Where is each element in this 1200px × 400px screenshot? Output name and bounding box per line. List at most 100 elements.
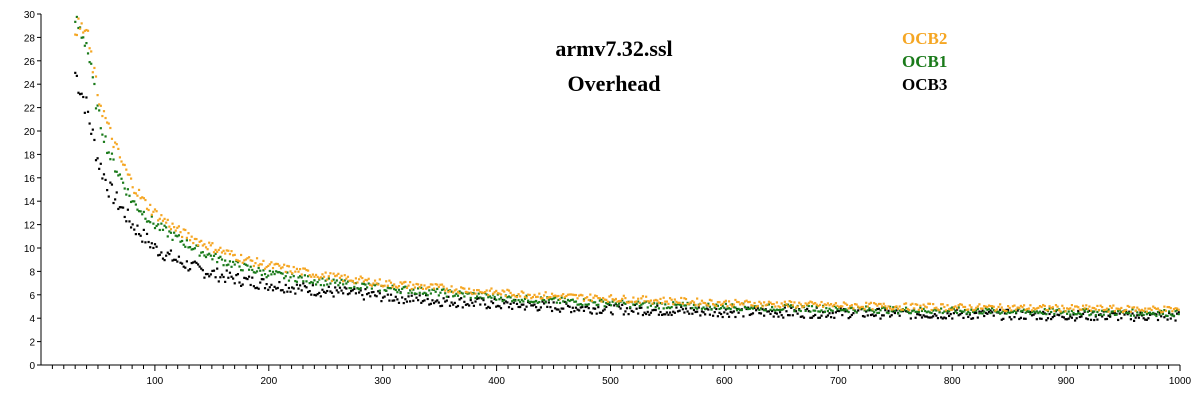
scatter-point	[785, 310, 788, 313]
scatter-point	[850, 304, 853, 307]
scatter-point	[1035, 310, 1038, 313]
scatter-point	[1048, 312, 1051, 316]
scatter-point	[214, 276, 217, 279]
scatter-point	[145, 232, 149, 236]
scatter-point	[584, 305, 587, 309]
scatter-point	[562, 293, 565, 296]
scatter-point	[421, 300, 424, 303]
scatter-point	[1156, 307, 1160, 310]
scatter-point	[748, 313, 751, 317]
scatter-point	[329, 272, 332, 275]
scatter-point	[161, 257, 165, 260]
scatter-point	[700, 307, 704, 310]
scatter-point	[756, 304, 759, 308]
scatter-point	[426, 294, 429, 297]
scatter-point	[1115, 307, 1118, 310]
scatter-point	[359, 289, 362, 292]
scatter-point	[150, 215, 153, 218]
series-ocb2	[74, 17, 1180, 314]
scatter-point	[726, 305, 729, 308]
scatter-point	[656, 302, 659, 305]
scatter-point	[136, 208, 139, 211]
scatter-point	[855, 303, 858, 306]
scatter-point	[365, 286, 369, 289]
scatter-point	[702, 301, 705, 304]
scatter-point	[476, 297, 479, 300]
scatter-point	[633, 300, 637, 304]
scatter-point	[675, 306, 678, 309]
x-tick-label: 300	[374, 376, 391, 387]
scatter-point	[107, 122, 110, 125]
scatter-point	[815, 303, 818, 306]
scatter-point	[912, 307, 916, 310]
scatter-point	[482, 299, 485, 302]
scatter-point	[665, 311, 668, 314]
scatter-point	[236, 259, 240, 262]
y-tick-label: 4	[29, 314, 35, 325]
scatter-point	[625, 307, 629, 310]
scatter-point	[694, 310, 697, 314]
scatter-point	[1171, 310, 1174, 313]
scatter-point	[879, 309, 882, 312]
scatter-point	[1066, 312, 1069, 315]
scatter-point	[295, 267, 299, 270]
scatter-point	[745, 306, 748, 310]
scatter-point	[232, 277, 235, 280]
scatter-point	[1080, 308, 1083, 311]
scatter-point	[662, 307, 665, 310]
scatter-point	[895, 305, 898, 308]
scatter-point	[417, 283, 420, 286]
scatter-point	[206, 253, 209, 256]
scatter-point	[82, 36, 85, 39]
scatter-point	[129, 200, 133, 204]
scatter-point	[772, 315, 775, 318]
scatter-point	[219, 246, 222, 249]
scatter-point	[507, 289, 511, 292]
scatter-point	[373, 294, 377, 297]
scatter-point	[1011, 310, 1014, 314]
scatter-point	[579, 302, 582, 306]
scatter-point	[1062, 316, 1066, 319]
scatter-point	[844, 308, 847, 311]
scatter-point	[710, 299, 713, 302]
scatter-point	[930, 311, 933, 315]
scatter-point	[780, 308, 783, 311]
scatter-point	[729, 307, 732, 311]
scatter-point	[847, 310, 850, 314]
scatter-point	[973, 308, 976, 311]
scatter-point	[941, 317, 944, 320]
scatter-point	[316, 281, 319, 284]
scatter-point	[232, 260, 235, 264]
scatter-point	[676, 301, 680, 304]
scatter-point	[1062, 307, 1066, 310]
scatter-point	[963, 308, 967, 312]
scatter-point	[192, 247, 195, 251]
scatter-point	[80, 22, 83, 25]
scatter-point	[935, 314, 938, 317]
scatter-point	[1093, 310, 1096, 313]
scatter-point	[364, 288, 367, 291]
scatter-point	[1089, 318, 1093, 321]
scatter-point	[909, 312, 912, 315]
scatter-point	[412, 283, 415, 286]
scatter-point	[989, 304, 992, 308]
scatter-point	[514, 295, 517, 298]
scatter-point	[222, 275, 225, 279]
scatter-point	[515, 295, 519, 299]
scatter-point	[876, 307, 879, 311]
scatter-point	[332, 278, 335, 281]
scatter-point	[1061, 311, 1064, 314]
scatter-point	[828, 312, 831, 315]
scatter-point	[297, 287, 300, 290]
scatter-point	[96, 94, 99, 97]
scatter-point	[1019, 316, 1022, 319]
scatter-point	[428, 289, 431, 292]
scatter-point	[407, 292, 410, 295]
scatter-point	[1128, 310, 1131, 313]
scatter-point	[236, 273, 240, 276]
scatter-point	[204, 255, 208, 259]
scatter-point	[700, 299, 704, 302]
scatter-point	[949, 312, 952, 316]
scatter-point	[719, 307, 723, 310]
scatter-point	[123, 163, 126, 167]
